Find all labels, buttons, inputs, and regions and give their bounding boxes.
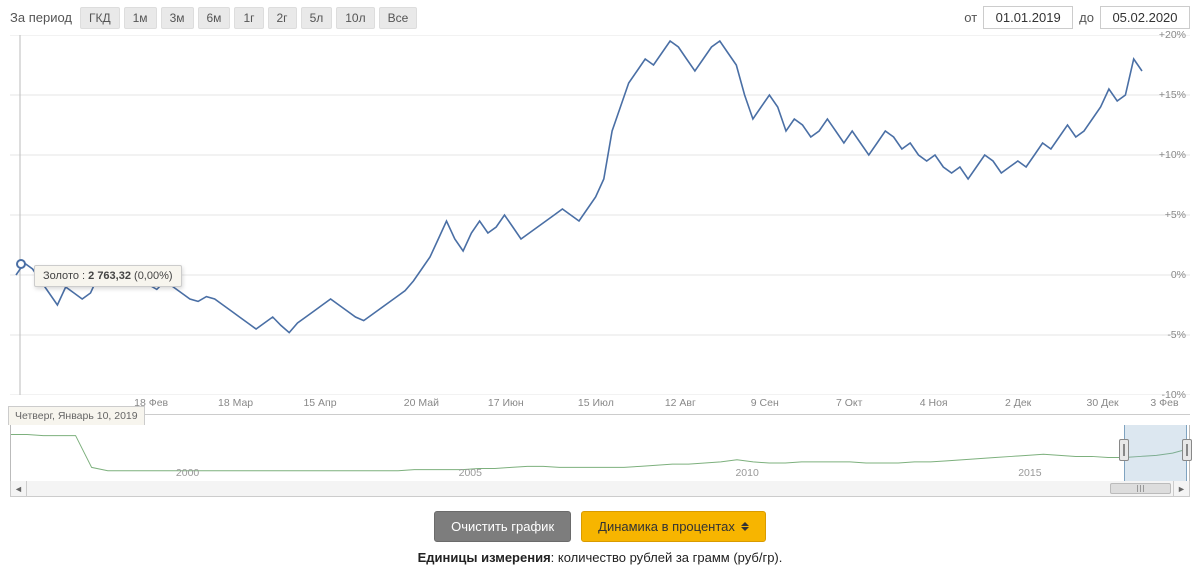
navigator-selection[interactable] xyxy=(1124,425,1186,481)
y-axis-label: +10% xyxy=(1159,149,1186,161)
tooltip: Золото : 2 763,32 (0,00%) xyxy=(34,265,182,287)
units-line: Единицы измерения: количество рублей за … xyxy=(0,550,1200,565)
x-axis-label: 20 Май xyxy=(404,397,439,409)
x-axis-label: 12 Авг xyxy=(665,397,696,409)
x-axis-label: 18 Мар xyxy=(218,397,253,409)
range-button-ГКД[interactable]: ГКД xyxy=(80,7,120,29)
y-axis-label: +20% xyxy=(1159,29,1186,41)
x-axis-label: 15 Апр xyxy=(303,397,336,409)
range-button-Все[interactable]: Все xyxy=(379,7,418,29)
scrollbar-right-button[interactable]: ► xyxy=(1173,481,1189,496)
action-row: Очистить график Динамика в процентах xyxy=(0,511,1200,542)
main-chart[interactable]: +20%+15%+10%+5%0%-5%-10% 18 Фев18 Мар15 … xyxy=(10,35,1190,415)
scrollbar-track[interactable] xyxy=(27,481,1173,496)
percent-dynamics-button[interactable]: Динамика в процентах xyxy=(581,511,766,542)
scrollbar-left-button[interactable]: ◄ xyxy=(11,481,27,496)
x-axis-label: 9 Сен xyxy=(751,397,779,409)
x-axis-label: 7 Окт xyxy=(836,397,862,409)
range-button-6м[interactable]: 6м xyxy=(198,7,231,29)
navigator-x-label: 2015 xyxy=(1018,467,1041,479)
units-text: : количество рублей за грамм (руб/гр). xyxy=(551,550,783,565)
navigator-x-label: 2000 xyxy=(176,467,199,479)
units-label: Единицы измерения xyxy=(418,550,551,565)
range-button-1м[interactable]: 1м xyxy=(124,7,157,29)
range-button-1г[interactable]: 1г xyxy=(234,7,263,29)
range-button-3м[interactable]: 3м xyxy=(161,7,194,29)
navigator[interactable]: 2000 2005 2010 2015 xyxy=(10,425,1190,481)
range-button-5л[interactable]: 5л xyxy=(301,7,333,29)
navigator-x-label: 2005 xyxy=(459,467,482,479)
sort-icon xyxy=(741,522,749,531)
y-axis-label: +5% xyxy=(1165,209,1186,221)
tooltip-pct: (0,00%) xyxy=(131,270,173,282)
date-range-group: от до xyxy=(964,6,1190,29)
range-button-10л[interactable]: 10л xyxy=(336,7,374,29)
x-axis-label: 4 Ноя xyxy=(920,397,948,409)
period-label: За период xyxy=(10,10,72,25)
x-axis-label: 17 Июн xyxy=(488,397,524,409)
y-axis-label: +15% xyxy=(1159,89,1186,101)
y-axis-label: -5% xyxy=(1167,329,1186,341)
tooltip-value: 2 763,32 xyxy=(88,270,131,282)
clear-chart-button[interactable]: Очистить график xyxy=(434,511,571,542)
hover-marker xyxy=(16,259,26,269)
x-axis-label: 30 Дек xyxy=(1087,397,1119,409)
navigator-handle-right[interactable] xyxy=(1182,439,1192,461)
x-axis-label: 3 Фев xyxy=(1150,397,1178,409)
x-axis-label: 15 Июл xyxy=(578,397,614,409)
from-label: от xyxy=(964,10,977,25)
date-to-input[interactable] xyxy=(1100,6,1190,29)
tooltip-date: Четверг, Январь 10, 2019 xyxy=(8,406,145,425)
navigator-handle-left[interactable] xyxy=(1119,439,1129,461)
scrollbar-thumb[interactable] xyxy=(1110,483,1171,494)
range-button-2г[interactable]: 2г xyxy=(268,7,297,29)
x-axis-label: 2 Дек xyxy=(1005,397,1031,409)
toolbar: За период ГКД1м3м6м1г2г5л10лВсе от до xyxy=(0,0,1200,35)
tooltip-series: Золото : xyxy=(43,270,88,282)
navigator-x-label: 2010 xyxy=(735,467,758,479)
y-axis-label: 0% xyxy=(1171,269,1186,281)
navigator-scrollbar[interactable]: ◄ ► xyxy=(10,481,1190,497)
percent-button-label: Динамика в процентах xyxy=(598,519,735,534)
to-label: до xyxy=(1079,10,1094,25)
period-range-group: За период ГКД1м3м6м1г2г5л10лВсе xyxy=(10,7,417,29)
date-from-input[interactable] xyxy=(983,6,1073,29)
chart-canvas xyxy=(10,35,1190,395)
